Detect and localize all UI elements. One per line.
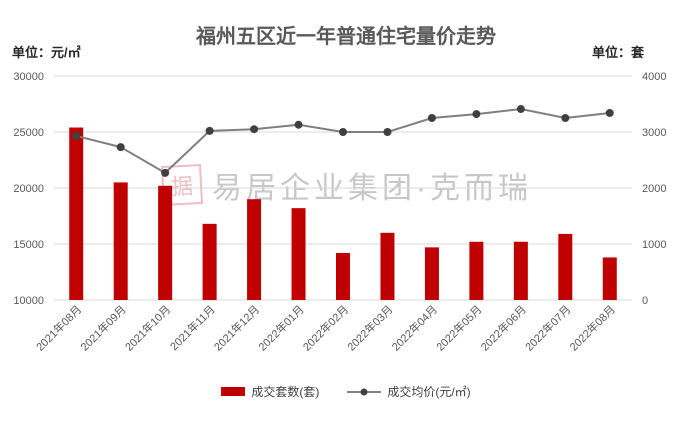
line-marker: [250, 125, 259, 134]
line-marker: [294, 120, 303, 129]
line-marker: [383, 128, 392, 136]
bar-swatch-icon: [221, 387, 246, 396]
line-marker: [205, 126, 214, 135]
bar: [247, 199, 262, 300]
x-axis-tick: 2022年02月: [300, 302, 351, 353]
x-axis-tick: 2021年12月: [211, 302, 262, 353]
line-marker: [72, 131, 81, 140]
right-axis-unit: 单位：套: [591, 45, 644, 60]
x-axis-tick: 2022年04月: [389, 302, 440, 353]
line-marker: [339, 128, 347, 136]
legend-bar-label: 成交套数(套): [251, 385, 320, 399]
line-marker: [427, 114, 436, 122]
left-axis-tick: 30000: [13, 71, 44, 83]
x-axis-tick: 2022年01月: [255, 302, 306, 353]
x-axis-tick: 2021年11月: [167, 302, 218, 353]
line-marker: [472, 110, 481, 119]
x-axis-tick: 2022年08月: [566, 302, 617, 353]
bar: [602, 257, 617, 300]
left-axis-unit: 单位：元/㎡: [12, 45, 81, 60]
right-axis-tick: 0: [642, 295, 648, 307]
bar: [291, 208, 306, 300]
right-axis-tick: 2000: [642, 183, 666, 195]
right-axis-tick: 3000: [642, 127, 666, 139]
line-marker: [561, 114, 570, 122]
x-axis-tick: 2022年05月: [433, 302, 484, 353]
x-axis-tick: 2022年07月: [522, 302, 573, 353]
legend-item-bars: 成交套数(套): [221, 383, 319, 400]
bar: [113, 182, 128, 300]
left-axis-tick: 20000: [13, 183, 44, 195]
bar: [380, 232, 395, 300]
line-marker: [161, 168, 170, 177]
left-axis-tick: 25000: [13, 127, 44, 139]
price-line: [75, 108, 610, 175]
x-axis-tick: 2022年03月: [344, 302, 395, 353]
line-marker-swatch-icon: [347, 388, 382, 395]
bar: [469, 241, 484, 300]
chart-legend: 成交套数(套) 成交均价(元/㎡): [0, 383, 692, 400]
bar: [69, 127, 84, 301]
bar: [202, 223, 217, 300]
x-axis-tick: 2021年09月: [77, 302, 128, 353]
line-marker: [516, 105, 525, 114]
line-marker: [605, 108, 614, 117]
bar: [158, 185, 173, 300]
x-axis-tick: 2021年08月: [33, 302, 84, 353]
legend-item-line: 成交均价(元/㎡): [347, 383, 471, 400]
right-axis-tick: 4000: [642, 71, 666, 83]
left-axis-tick: 15000: [13, 239, 44, 251]
bar: [513, 241, 528, 300]
x-axis-tick: 2021年10月: [122, 302, 173, 353]
x-axis-tick: 2022年06月: [478, 302, 529, 353]
right-axis-tick: 1000: [642, 239, 666, 251]
bar: [336, 252, 350, 300]
bar: [558, 233, 573, 300]
bar: [424, 247, 439, 300]
chart-title: 福州五区近一年普通住宅量价走势: [196, 26, 496, 48]
line-marker: [116, 143, 125, 152]
left-axis-tick: 10000: [13, 295, 44, 307]
legend-line-label: 成交均价(元/㎡): [387, 385, 471, 399]
